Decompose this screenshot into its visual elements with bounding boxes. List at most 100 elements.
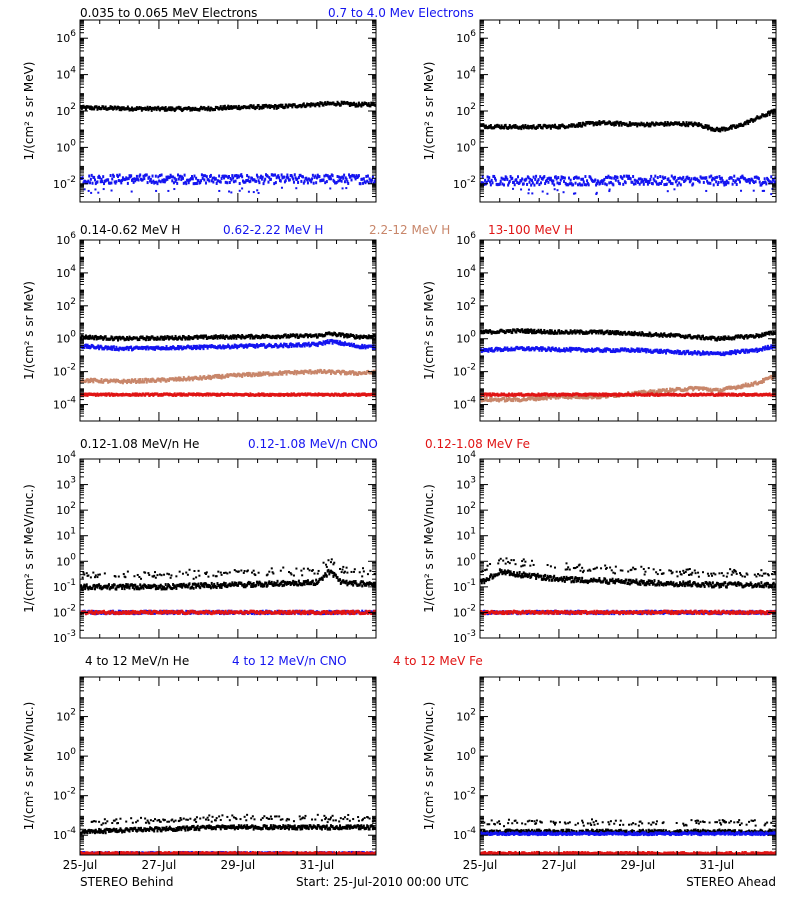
data-point [120, 181, 123, 185]
chart-row-2: 0.14-0.62 MeV H 0.62-2.22 MeV H 2.2-12 MeV… [22, 223, 777, 422]
data-point [228, 180, 231, 184]
data-point [159, 379, 162, 383]
data-point [663, 332, 666, 336]
data-point [200, 179, 203, 183]
data-point [224, 180, 227, 184]
data-point [718, 390, 721, 394]
data-point [531, 329, 534, 333]
data-point [579, 183, 582, 187]
data-point [348, 370, 351, 374]
data-point [521, 177, 524, 181]
data-point [325, 102, 328, 106]
data-point [340, 179, 343, 183]
data-point [252, 104, 255, 108]
data-point [131, 177, 134, 181]
data-point [638, 331, 641, 335]
data-point [156, 182, 159, 186]
data-point [281, 103, 284, 107]
data-point [726, 336, 729, 340]
data-point [738, 178, 741, 182]
data-point [325, 340, 328, 344]
data-point [682, 175, 685, 179]
data-point [222, 344, 225, 348]
data-point [130, 380, 133, 384]
data-point [335, 103, 338, 107]
data-point [343, 343, 346, 347]
data-point [191, 378, 194, 382]
y-tick-base: 10 [56, 300, 70, 313]
data-point [748, 177, 751, 181]
data-point [153, 346, 156, 350]
data-point [697, 387, 700, 391]
data-point [302, 370, 304, 374]
data-point [664, 349, 667, 353]
data-point [187, 181, 190, 185]
data-point [489, 125, 492, 129]
data-point [541, 126, 544, 130]
data-point [266, 174, 269, 178]
data-point [722, 335, 725, 339]
data-point [614, 178, 617, 182]
data-point [669, 387, 672, 391]
data-point [641, 178, 644, 182]
data-point [663, 123, 666, 127]
data-point [618, 332, 621, 336]
data-point [718, 175, 721, 179]
data-point [202, 336, 205, 340]
data-point [201, 344, 204, 348]
data-point [167, 335, 170, 339]
data-point [665, 351, 667, 355]
data-point [286, 173, 289, 177]
data-point [278, 176, 281, 180]
data-point [222, 334, 225, 338]
data-point [665, 182, 668, 186]
data-point [369, 178, 372, 182]
data-point [81, 176, 84, 180]
data-point [267, 371, 270, 375]
y-tick-exponent: 4 [70, 264, 76, 274]
data-point [199, 180, 202, 184]
data-point [139, 378, 142, 382]
data-point [219, 374, 222, 378]
y-tick-label: 100 [56, 330, 76, 346]
data-point [176, 346, 179, 350]
data-point [598, 120, 601, 124]
data-point [241, 375, 244, 379]
data-point [624, 181, 627, 185]
data-point [556, 181, 559, 185]
data-point [280, 173, 283, 177]
data-point [563, 176, 566, 180]
data-point [163, 108, 166, 112]
data-point [229, 106, 232, 110]
data-point [746, 384, 749, 388]
data-point [210, 179, 213, 183]
data-point [267, 180, 270, 184]
data-point [287, 105, 290, 109]
data-point [284, 370, 287, 374]
data-point [251, 176, 254, 180]
data-point [489, 349, 492, 353]
data-point [670, 174, 673, 178]
data-point [328, 341, 331, 345]
data-point [168, 175, 171, 179]
data-point [262, 392, 265, 396]
data-point [716, 183, 719, 187]
data-point [338, 342, 341, 346]
data-point [98, 174, 101, 178]
data-point [246, 373, 249, 377]
data-point [720, 176, 723, 180]
data-point [345, 177, 348, 181]
data-point [339, 334, 342, 338]
data-point [604, 347, 607, 351]
data-point [534, 396, 537, 400]
data-point [355, 102, 358, 106]
data-point [160, 335, 163, 339]
data-point [745, 348, 748, 352]
y-tick-label: 100 [456, 138, 476, 154]
data-point [207, 105, 210, 109]
data-point [354, 177, 357, 181]
data-point [627, 176, 630, 180]
data-point [89, 181, 92, 185]
data-point [581, 183, 584, 187]
data-point [752, 383, 755, 387]
